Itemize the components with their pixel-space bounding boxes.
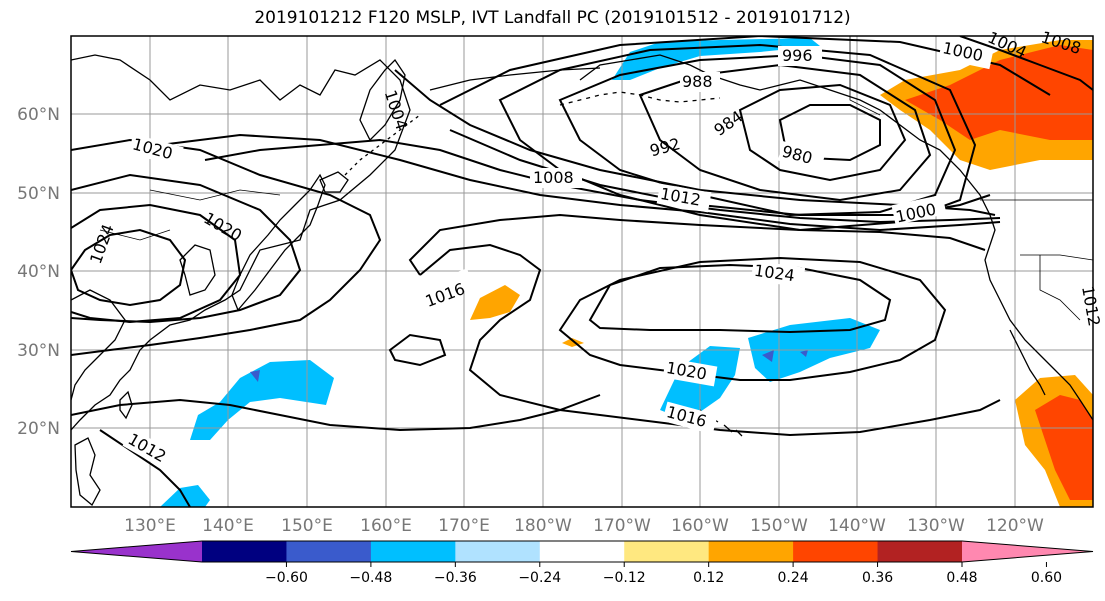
lat-label-40: 40°N [17, 262, 60, 282]
contour-988 [638, 63, 932, 202]
colorbar-tick-label: −0.36 [434, 570, 477, 586]
colorbar-swatches [70, 540, 1094, 563]
colorbar-swatch [286, 541, 372, 562]
colorbar-swatch [793, 541, 879, 562]
lon-label-140w: 140°W [828, 516, 886, 536]
colorbar-tick-label: −0.24 [518, 570, 561, 586]
contour-label-1008: 1008 [533, 168, 574, 187]
coast-alaska [579, 54, 996, 246]
ivt-region-midpacific-positive [470, 285, 520, 320]
political-borders [99, 36, 1093, 321]
coast-north-america [984, 244, 1093, 421]
contour-984 [738, 83, 907, 182]
contour-1012-south [99, 429, 191, 507]
coast-philippines [74, 437, 101, 507]
lon-label-140e: 140°E [202, 516, 254, 536]
contour-label-988: 988 [682, 72, 713, 91]
contour-1024 [588, 263, 892, 334]
contour-1012 [159, 133, 1001, 232]
colorbar: −0.60 −0.48 −0.36 −0.24 −0.12 0.12 0.24 0.36 0.4… [70, 540, 1094, 586]
colorbar-swatch [877, 541, 963, 562]
longitude-labels: 130°E 140°E 150°E 160°E 170°E 180°W 170°… [124, 516, 1044, 536]
colorbar-swatch [624, 541, 710, 562]
colorbar-swatch [370, 541, 456, 562]
contour-1004-ne [959, 36, 1093, 91]
contour-1016 [71, 138, 382, 356]
ivt-region-west-negative [190, 360, 334, 440]
lon-label-130e: 130°E [124, 516, 176, 536]
colorbar-swatch [202, 541, 287, 562]
colorbar-tick-label: 0.12 [693, 570, 724, 586]
colorbar-ticks: −0.60 −0.48 −0.36 −0.24 −0.12 0.12 0.24 0.36 0.4… [265, 562, 1062, 586]
colorbar-tick-label: 0.24 [778, 570, 809, 586]
map-title: 2019101212 F120 MSLP, IVT Landfall PC (2… [254, 8, 851, 28]
lat-label-30: 30°N [17, 341, 60, 361]
lat-label-60: 60°N [17, 105, 60, 125]
lon-label-160e: 160°E [360, 516, 412, 536]
contour-1020-east [558, 256, 947, 381]
coast-baja [1009, 329, 1046, 396]
contour-1024-west-outer [71, 203, 242, 324]
coast-korea [179, 244, 216, 296]
colorbar-swatch [539, 541, 625, 562]
contour-1020-south [71, 394, 601, 432]
colorbar-tick-label: −0.12 [603, 570, 646, 586]
contour-label-996: 996 [782, 46, 813, 65]
ivt-shading [160, 38, 1093, 507]
colorbar-tick-label: −0.48 [349, 570, 392, 586]
lon-label-160w: 160°W [671, 516, 729, 536]
coast-japan [231, 173, 326, 312]
latitude-labels: 60°N 50°N 40°N 30°N 20°N [17, 105, 60, 439]
lon-label-170w: 170°W [593, 516, 651, 536]
contour-1000 [439, 36, 1051, 106]
colorbar-swatch [708, 541, 794, 562]
coast-kamchatka [359, 58, 406, 142]
lon-label-150w: 150°W [750, 516, 808, 536]
lat-label-20: 20°N [17, 419, 60, 439]
colorbar-tick-label: 0.60 [1031, 570, 1062, 586]
ivt-region-east-negative-core [762, 350, 808, 362]
map-frame [70, 35, 1094, 508]
coast-kuril [344, 114, 421, 176]
coastlines [71, 54, 1093, 507]
colorbar-tick-label: 0.48 [946, 570, 977, 586]
lon-label-180w: 180°W [514, 516, 572, 536]
colorbar-extend-min [71, 541, 202, 562]
lat-label-50: 50°N [17, 184, 60, 204]
lon-label-150e: 150°E [281, 516, 333, 536]
colorbar-tick-label: 0.36 [862, 570, 893, 586]
coast-china-east [71, 289, 126, 401]
contour-1016-small [388, 333, 447, 367]
colorbar-swatch [455, 541, 541, 562]
lon-label-120w: 120°W [986, 516, 1044, 536]
lon-label-130w: 130°W [907, 516, 965, 536]
ivt-region-mexico-strong [1035, 395, 1093, 500]
lon-label-170e: 170°E [438, 516, 490, 536]
coast-taiwan [119, 390, 133, 420]
contour-1016-mid [419, 243, 1001, 437]
coast-chukotka [429, 67, 601, 91]
contour-1000b [449, 129, 991, 216]
contour-1016-east [408, 213, 986, 276]
contour-1024-west [71, 228, 187, 307]
coast-japan-hokkaido [319, 171, 349, 193]
colorbar-tick-label: −0.60 [265, 570, 308, 586]
colorbar-extend-max [962, 541, 1093, 562]
ivt-region-south-negative [160, 485, 210, 507]
colorbar-outline [70, 540, 1094, 563]
ivt-region-alaska-strong [905, 45, 1093, 140]
contour-992 [558, 53, 957, 217]
ivt-region-west-negative-core [250, 370, 260, 382]
